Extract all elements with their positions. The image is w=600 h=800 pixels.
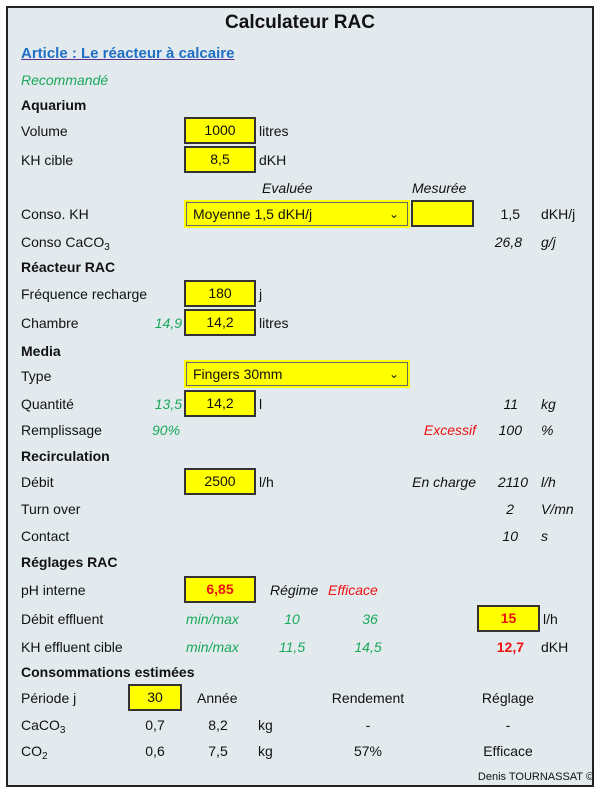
turnover-unit: V/mn xyxy=(541,501,574,517)
setting-header: Réglage xyxy=(481,690,535,706)
flow-input[interactable]: 2500 xyxy=(184,468,256,495)
fill-status: Excessif xyxy=(423,422,476,438)
turnover-value: 2 xyxy=(506,501,514,517)
volume-unit: litres xyxy=(259,123,289,139)
regime-label: Régime xyxy=(270,582,319,598)
section-recirculation: Recirculation xyxy=(21,448,110,464)
ph-label: pH interne xyxy=(21,582,86,598)
kh-effluent-minmax-label: min/max xyxy=(186,639,239,655)
estimate-row-period: 0,7 xyxy=(145,717,165,733)
kh-effluent-min: 11,5 xyxy=(278,639,306,655)
contact-label: Contact xyxy=(21,528,70,544)
chamber-label: Chambre xyxy=(21,315,79,331)
kh-target-unit: dKH xyxy=(259,152,287,168)
media-type-select[interactable]: Fingers 30mm ⌄ xyxy=(184,360,410,388)
article-link[interactable]: Article : Le réacteur à calcaire xyxy=(21,45,235,62)
estimate-row-name: CaCO3 xyxy=(21,717,66,736)
quantity-label: Quantité xyxy=(21,396,74,412)
period-input[interactable]: 30 xyxy=(128,684,182,711)
author-credit: Denis TOURNASSAT © xyxy=(477,771,594,783)
calculator-panel xyxy=(6,6,594,787)
estimate-row-yield: 57% xyxy=(353,743,383,759)
chamber-recommended: 14,9 xyxy=(154,315,182,331)
effluent-input[interactable]: 15 xyxy=(477,605,540,632)
contact-unit: s xyxy=(541,528,548,544)
fill-unit: % xyxy=(541,422,554,438)
effluent-max: 36 xyxy=(362,611,378,627)
fill-label: Remplissage xyxy=(21,422,102,438)
section-aquarium: Aquarium xyxy=(21,97,87,113)
chamber-unit: litres xyxy=(259,315,289,331)
quantity-mass-unit: kg xyxy=(541,396,556,412)
effluent-label: Débit effluent xyxy=(21,611,104,627)
year-header: Année xyxy=(197,690,238,706)
conso-caco3-unit: g/j xyxy=(541,234,556,250)
load-unit: l/h xyxy=(541,474,556,490)
conso-caco3-label: Conso CaCO3 xyxy=(21,234,110,253)
load-label: En charge xyxy=(412,474,476,490)
section-media: Media xyxy=(21,343,61,359)
conso-kh-label: Conso. KH xyxy=(21,206,89,222)
ph-input[interactable]: 6,85 xyxy=(184,576,256,603)
evaluated-header: Evaluée xyxy=(262,180,313,196)
fill-value: 100 xyxy=(498,422,522,438)
load-value: 2110 xyxy=(497,474,528,490)
freq-input[interactable]: 180 xyxy=(184,280,256,307)
section-settings: Réglages RAC xyxy=(21,554,118,570)
page-title: Calculateur RAC xyxy=(225,12,375,33)
estimate-row-unit: kg xyxy=(258,717,273,733)
estimate-row-year: 7,5 xyxy=(208,743,228,759)
quantity-input[interactable]: 14,2 xyxy=(184,390,256,417)
kh-effluent-max: 14,5 xyxy=(354,639,382,655)
flow-label: Débit xyxy=(21,474,54,490)
estimate-row-setting: Efficace xyxy=(483,743,533,759)
freq-unit: j xyxy=(259,286,263,302)
estimate-row-unit: kg xyxy=(258,743,273,759)
volume-input[interactable]: 1000 xyxy=(184,117,256,144)
period-label: Période j xyxy=(21,690,77,706)
estimate-row-name: CO2 xyxy=(21,743,48,762)
kh-effluent-value: 12,7 xyxy=(496,639,524,655)
media-type-select-value: Fingers 30mm xyxy=(193,366,283,382)
kh-effluent-unit: dKH xyxy=(541,639,569,655)
conso-kh-measured-input[interactable] xyxy=(411,200,474,227)
estimate-row-year: 8,2 xyxy=(208,717,228,733)
regime-value: Efficace xyxy=(328,582,378,598)
quantity-recommended: 13,5 xyxy=(154,396,182,412)
flow-unit: l/h xyxy=(259,474,274,490)
conso-kh-select-value: Moyenne 1,5 dKH/j xyxy=(193,206,313,222)
effluent-min: 10 xyxy=(284,611,300,627)
chevron-down-icon: ⌄ xyxy=(388,367,399,381)
conso-kh-result: 1,5 xyxy=(500,206,520,222)
section-estimates: Consommations estimées xyxy=(21,664,195,680)
turnover-label: Turn over xyxy=(21,501,81,517)
estimate-row-period: 0,6 xyxy=(145,743,165,759)
volume-label: Volume xyxy=(21,123,68,139)
recommended-legend: Recommandé xyxy=(21,72,109,88)
freq-label: Fréquence recharge xyxy=(21,286,148,302)
yield-header: Rendement xyxy=(331,690,405,706)
effluent-minmax-label: min/max xyxy=(186,611,239,627)
conso-caco3-value: 26,8 xyxy=(494,234,522,250)
section-reactor: Réacteur RAC xyxy=(21,259,116,275)
fill-recommended: 90% xyxy=(152,422,181,438)
conso-kh-unit: dKH/j xyxy=(541,206,576,222)
effluent-unit: l/h xyxy=(543,611,558,627)
estimate-row-setting: - xyxy=(505,717,511,733)
conso-kh-select[interactable]: Moyenne 1,5 dKH/j ⌄ xyxy=(184,200,410,228)
kh-target-input[interactable]: 8,5 xyxy=(184,146,256,173)
chamber-input[interactable]: 14,2 xyxy=(184,309,256,336)
quantity-mass: 11 xyxy=(503,396,518,412)
measured-header: Mesurée xyxy=(412,180,467,196)
quantity-unit: l xyxy=(259,396,263,412)
kh-target-label: KH cible xyxy=(21,152,74,168)
kh-effluent-label: KH effluent cible xyxy=(21,639,123,655)
estimate-row-yield: - xyxy=(365,717,371,733)
contact-value: 10 xyxy=(502,528,518,544)
chevron-down-icon: ⌄ xyxy=(388,207,399,221)
media-type-label: Type xyxy=(21,368,52,384)
